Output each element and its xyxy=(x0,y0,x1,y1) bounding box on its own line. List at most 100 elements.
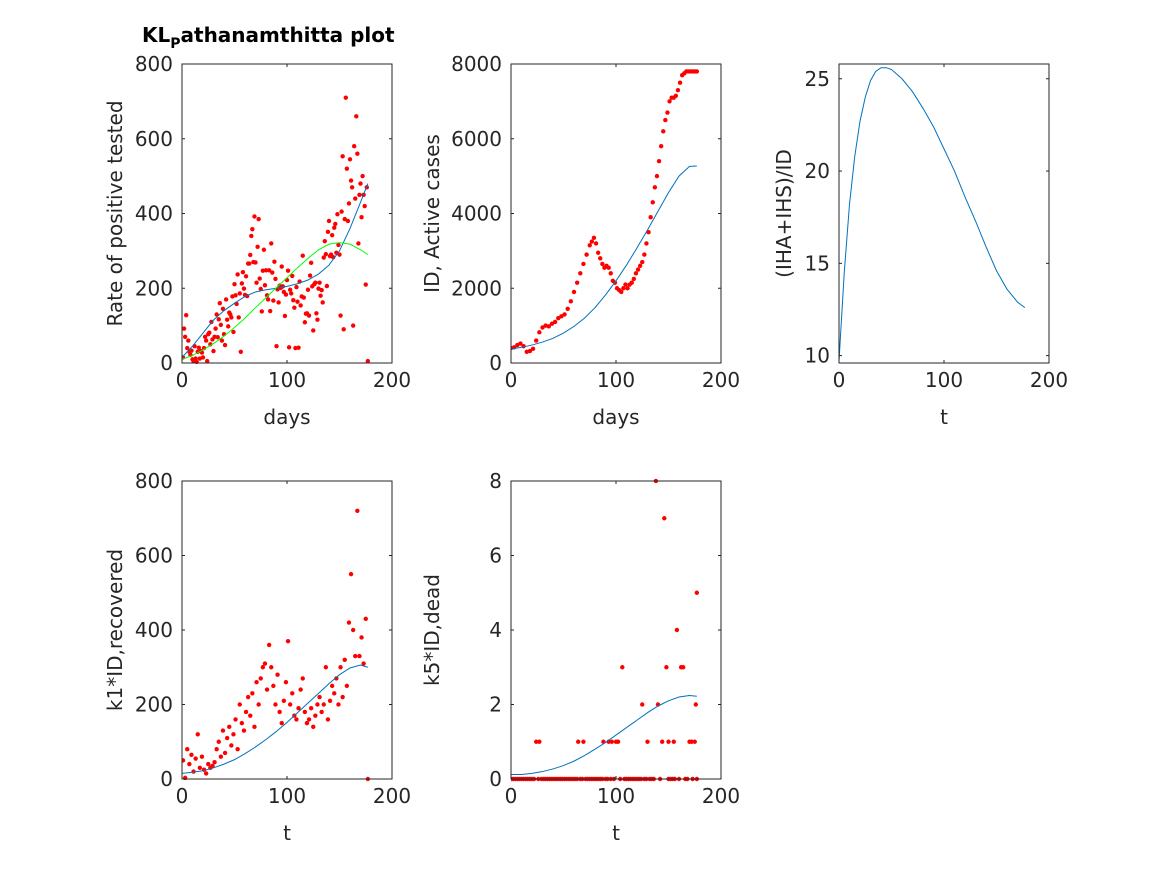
data-point xyxy=(620,665,625,670)
data-point xyxy=(329,683,335,689)
data-point xyxy=(197,765,203,771)
data-point xyxy=(266,642,272,648)
data-point xyxy=(648,215,653,220)
data-point xyxy=(689,739,694,744)
data-point xyxy=(269,665,274,670)
data-point xyxy=(258,676,263,681)
y-tick-label: 0 xyxy=(489,351,502,375)
data-point xyxy=(270,270,275,275)
data-point xyxy=(642,252,647,257)
title-main: KL xyxy=(142,23,170,47)
data-point xyxy=(241,286,247,291)
y-axis-label: (IHA+IHS)/ID xyxy=(772,149,796,278)
data-point xyxy=(693,702,698,707)
data-point xyxy=(591,235,597,240)
data-point xyxy=(356,241,361,246)
data-point xyxy=(692,739,697,744)
data-point xyxy=(600,261,605,267)
y-tick-label: 10 xyxy=(805,344,830,368)
data-point xyxy=(256,702,261,707)
x-axis-label: days xyxy=(592,405,639,429)
data-point xyxy=(238,349,243,354)
data-point xyxy=(568,299,574,304)
plot-area xyxy=(182,95,371,365)
data-point xyxy=(322,238,327,244)
data-point xyxy=(332,225,337,230)
data-point xyxy=(305,287,311,292)
data-point xyxy=(518,341,523,346)
data-point xyxy=(652,185,658,190)
data-point xyxy=(355,508,360,513)
data-point xyxy=(576,739,581,744)
data-point xyxy=(337,252,342,257)
data-point xyxy=(206,761,211,767)
data-point xyxy=(646,229,651,235)
data-point xyxy=(283,679,289,685)
data-point xyxy=(261,247,267,252)
data-point xyxy=(247,261,252,266)
data-point xyxy=(233,717,238,722)
data-point xyxy=(229,743,234,748)
data-point xyxy=(311,328,316,333)
data-point xyxy=(365,358,371,364)
data-point xyxy=(275,672,280,677)
y-tick-label: 2 xyxy=(489,693,502,717)
data-point xyxy=(314,311,319,316)
data-point xyxy=(276,300,281,305)
data-point xyxy=(694,69,700,74)
fit-line-3 xyxy=(182,242,369,360)
y-tick-label: 8000 xyxy=(451,52,502,76)
data-point xyxy=(252,214,257,219)
data-point xyxy=(193,356,198,361)
x-axis-label: days xyxy=(263,405,310,429)
data-point xyxy=(645,739,650,744)
data-point xyxy=(257,276,262,281)
data-point xyxy=(237,702,242,707)
x-tick-label: 0 xyxy=(505,368,518,392)
fit-line-2 xyxy=(511,165,697,350)
data-point xyxy=(205,358,210,364)
axes-box xyxy=(181,63,393,364)
data-point xyxy=(300,253,305,258)
data-point xyxy=(215,335,220,340)
data-point xyxy=(263,268,269,273)
data-point xyxy=(301,295,306,300)
data-point xyxy=(346,201,352,206)
data-point xyxy=(187,761,192,767)
data-point xyxy=(216,739,221,744)
fit-line-1 xyxy=(839,67,1026,362)
data-point xyxy=(619,289,624,295)
data-point xyxy=(357,192,362,198)
data-point xyxy=(296,345,301,350)
y-tick-label: 0 xyxy=(160,351,173,375)
data-point xyxy=(674,627,680,633)
data-point xyxy=(527,348,533,354)
data-point xyxy=(271,298,276,303)
y-tick-label: 400 xyxy=(135,618,173,642)
data-point xyxy=(363,616,368,622)
data-point xyxy=(231,329,236,335)
data-point xyxy=(227,724,232,730)
data-point xyxy=(332,691,337,696)
data-point xyxy=(240,269,246,275)
data-point xyxy=(235,272,240,277)
data-point xyxy=(185,747,190,752)
data-point xyxy=(324,283,330,289)
y-tick-label: 6 xyxy=(489,544,502,568)
data-point xyxy=(584,252,589,257)
y-axis-label: k1*ID,recovered xyxy=(103,549,127,711)
data-point xyxy=(202,334,208,340)
data-point xyxy=(294,717,299,722)
y-tick-label: 6000 xyxy=(451,127,502,151)
y-tick-label: 2000 xyxy=(451,276,502,300)
data-point xyxy=(320,300,325,305)
data-point xyxy=(340,694,345,700)
data-point xyxy=(319,709,324,715)
data-point xyxy=(291,298,296,303)
x-tick-label: 100 xyxy=(597,784,635,808)
x-tick-label: 0 xyxy=(505,784,518,808)
data-point xyxy=(252,724,257,730)
data-point xyxy=(224,317,230,322)
data-point xyxy=(243,274,249,279)
y-tick-label: 600 xyxy=(135,544,173,568)
